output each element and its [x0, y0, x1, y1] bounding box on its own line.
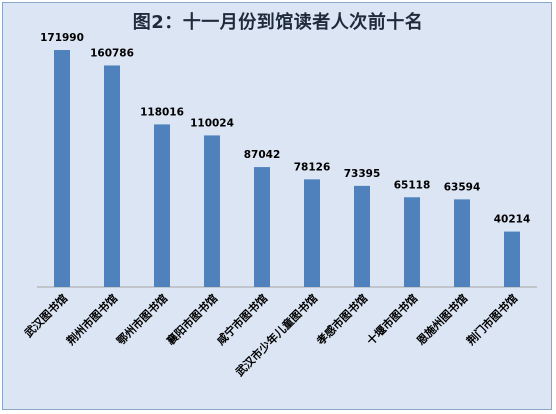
data-label: 87042: [244, 149, 281, 161]
bar: [404, 197, 420, 287]
x-tick-label: 恩施州图书馆: [414, 291, 471, 348]
bar: [504, 231, 520, 287]
x-tick-label: 武汉市少年儿童图书馆: [232, 291, 320, 379]
x-tick-label: 荆州市图书馆: [64, 291, 121, 348]
x-tick-label: 鄂州市图书馆: [114, 291, 171, 348]
data-label: 78126: [294, 161, 331, 173]
bar: [104, 65, 120, 287]
bar: [454, 199, 470, 287]
bar: [204, 135, 220, 287]
data-label: 118016: [140, 106, 184, 118]
data-label: 65118: [394, 179, 431, 191]
x-tick-label: 咸宁市图书馆: [214, 291, 271, 348]
bar: [54, 50, 70, 288]
x-tick-label: 孝感市图书馆: [313, 291, 370, 348]
x-tick-label: 十堰市图书馆: [364, 291, 421, 348]
x-tick-label: 襄阳市图书馆: [163, 291, 220, 348]
data-label: 63594: [444, 181, 481, 193]
chart-title: 图2：十一月份到馆读者人次前十名: [132, 12, 424, 33]
x-tick-label: 武汉图书馆: [21, 291, 70, 340]
x-tick-label: 荆门市图书馆: [464, 291, 521, 348]
bar: [304, 179, 320, 287]
data-label: 110024: [190, 117, 234, 129]
data-label: 160786: [90, 47, 134, 59]
data-label: 171990: [40, 32, 84, 44]
bar: [154, 124, 170, 287]
data-label: 73395: [344, 168, 381, 180]
bar: [254, 167, 270, 287]
data-label: 40214: [494, 214, 531, 226]
bar: [354, 185, 370, 287]
